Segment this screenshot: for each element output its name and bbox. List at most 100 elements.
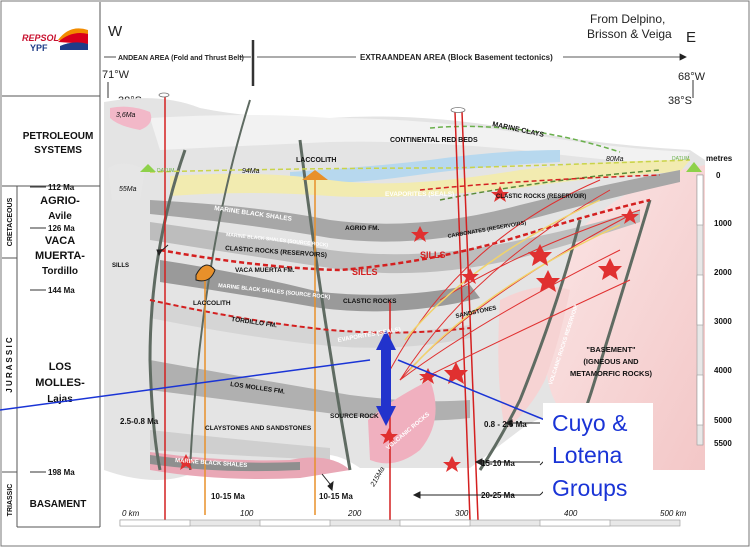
age-112: 112 Ma [48, 183, 75, 192]
shale-band-2 [150, 210, 640, 274]
evaporites-band [170, 160, 690, 197]
extraandean-area-label: EXTRAANDEAN AREA (Block Basement tectoni… [360, 53, 553, 62]
laccolith-top-shape [302, 170, 328, 180]
logo-mark-icon [58, 28, 88, 50]
pink-top-left [110, 106, 152, 130]
label-evaporites-seals: EVAPORITES (SEALS) [385, 191, 454, 198]
system-molles-3: Lajas [47, 394, 73, 405]
column-title-2: SYSTEMS [34, 145, 82, 156]
age-10-15-a: 10-15 Ma [211, 492, 245, 501]
age-2-5-0-8: 2.5-0.8 Ma [120, 417, 159, 426]
lon-west-label: 71°W [102, 69, 130, 81]
label-datum-right: DATUM [672, 156, 689, 162]
system-basament: BASAMENT [30, 499, 87, 510]
fault-mid [298, 139, 352, 471]
age-0-8-2-5: 0.8 - 2.5 Ma [484, 420, 527, 429]
label-laccolith-top: LACCOLITH [296, 157, 336, 164]
system-vaca-1: VACA [45, 235, 75, 247]
map-header: W E From Delpino, Brisson & Veiga ANDEAN… [102, 12, 706, 107]
depth-tick-3000: 3000 [714, 317, 732, 326]
vaca-muerta-band [160, 260, 480, 312]
period-jurassic: J U R A S S I C [5, 337, 14, 393]
label-basement-1: "BASEMENT" [586, 345, 636, 354]
age-20-25: 20-25 Ma [481, 491, 515, 500]
depth-tick-1000: 1000 [714, 219, 732, 228]
blue-band [290, 150, 560, 184]
age-80: 80Ma [606, 156, 624, 163]
logo-text-bottom: YPF [30, 43, 48, 53]
age-94: 94Ma [242, 168, 260, 175]
label-continental: CONTINENTAL RED BEDS [390, 137, 478, 144]
callout-line-1: Cuyo & [552, 410, 627, 436]
label-sills-left: SILLS [112, 263, 129, 269]
callout-lines [0, 359, 546, 421]
shale-band-1 [150, 170, 680, 242]
andean-area-label: ANDEAN AREA (Fold and Thrust Belt) [118, 55, 244, 62]
age-55: 55Ma [119, 186, 137, 193]
laccolith-left-shape [195, 264, 216, 282]
system-vaca-3: Tordillo [42, 266, 78, 277]
distance-tick-200: 200 [347, 509, 362, 518]
basement-block [498, 286, 570, 430]
age-3-6: 3,6Ma [116, 112, 136, 119]
distance-tick-0: 0 km [122, 509, 140, 518]
label-vaca-muerta: VACA MUERTA FM. [235, 267, 295, 274]
depth-tick-0: 0 [716, 171, 721, 180]
distance-tick-100: 100 [240, 509, 254, 518]
depth-tick-2000: 2000 [714, 268, 732, 277]
period-cretaceous: CRETACEOUS [7, 197, 14, 246]
datum-left-marker [140, 164, 156, 172]
area-arrows [104, 53, 687, 61]
label-clastic-rocks: CLASTIC ROCKS [343, 298, 397, 305]
depth-tick-5000: 5000 [714, 416, 732, 425]
callout-line-2: Lotena [552, 442, 623, 468]
attribution-line-1: From Delpino, [590, 12, 665, 26]
age-144: 144 Ma [48, 286, 75, 295]
system-molles-2: MOLLES- [35, 377, 85, 389]
label-claystones: CLAYSTONES AND SANDSTONES [205, 425, 312, 432]
geologic-section [0, 92, 705, 527]
age-10-15-b: 10-15 Ma [319, 492, 353, 501]
petroleum-systems-column: PETROLEOUM SYSTEMS CRETACEOUS J U R A S … [5, 131, 93, 516]
fold-left [108, 163, 145, 200]
depth-tick-5500: 5500 [714, 439, 732, 448]
age-15-10: 15-10 Ma [481, 459, 515, 468]
horizon-80 [429, 125, 621, 153]
sill-stars [177, 186, 639, 472]
label-datum-left: DATUM [157, 168, 174, 174]
attribution-line-2: Brisson & Veiga [587, 27, 672, 41]
label-marine-black-shales-base: MARINE BLACK SHALES [175, 458, 248, 469]
column-title-1: PETROLEOUM [23, 131, 94, 142]
west-label: W [108, 23, 123, 40]
horizon-clastic [419, 174, 661, 191]
fault-right-1 [478, 219, 582, 471]
depth-tick-4000: 4000 [714, 366, 732, 375]
label-source-rock: SOURCE ROCK [330, 413, 379, 420]
system-vaca-2: MUERTA- [35, 250, 85, 262]
period-triassic: TRIASSIC [7, 484, 14, 517]
system-molles-1: LOS [49, 361, 72, 373]
distance-ruler [119, 519, 681, 527]
label-laccolith-left: LACCOLITH [193, 300, 231, 307]
system-agrio-1: AGRIO- [40, 195, 80, 207]
depth-scale: metres 0 1000 2000 3000 4000 5000 5500 [706, 154, 733, 448]
lon-east-label: 68°W [678, 71, 706, 83]
label-sills-right: SILLS [420, 250, 446, 260]
age-126: 126 Ma [48, 224, 75, 233]
lat-east-label: 38°S [668, 95, 692, 107]
fault-left [148, 149, 187, 471]
east-label: E [686, 29, 696, 46]
cuyo-lotena-callout: Cuyo & Lotena Groups [543, 403, 653, 505]
callout-line-3: Groups [552, 475, 627, 501]
age-198: 198 Ma [48, 468, 75, 477]
cuyo-lotena-range-arrow [376, 330, 396, 426]
bottom-shales-gray [150, 455, 300, 472]
datum-right-marker [686, 162, 702, 172]
logo-text-top: REPSOL [22, 33, 59, 43]
label-agrio: AGRIO FM. [345, 225, 379, 232]
label-clastic-reservoir: CLASTIC ROCKS (RESERVOIR) [496, 194, 586, 200]
label-sills-mid: SILLS [352, 267, 378, 277]
distance-tick-300: 300 [455, 509, 469, 518]
